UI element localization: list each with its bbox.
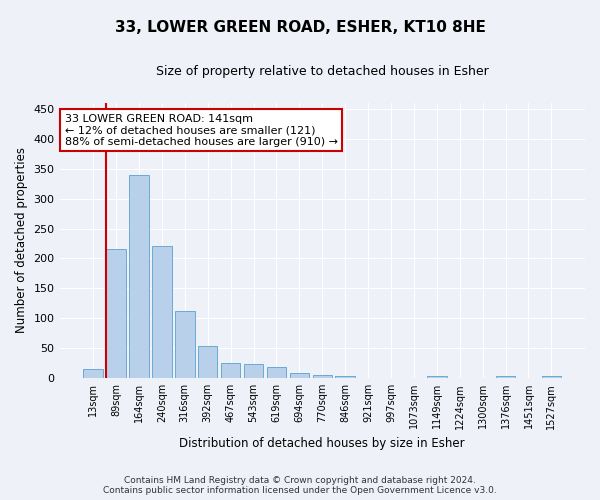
Bar — [427, 376, 446, 378]
Bar — [290, 374, 309, 378]
Bar — [175, 311, 194, 378]
Text: 33, LOWER GREEN ROAD, ESHER, KT10 8HE: 33, LOWER GREEN ROAD, ESHER, KT10 8HE — [115, 20, 485, 35]
Bar — [313, 375, 332, 378]
Text: 33 LOWER GREEN ROAD: 141sqm
← 12% of detached houses are smaller (121)
88% of se: 33 LOWER GREEN ROAD: 141sqm ← 12% of det… — [65, 114, 338, 147]
Y-axis label: Number of detached properties: Number of detached properties — [15, 148, 28, 334]
Bar — [106, 250, 126, 378]
Bar — [129, 174, 149, 378]
Bar — [198, 346, 217, 378]
X-axis label: Distribution of detached houses by size in Esher: Distribution of detached houses by size … — [179, 437, 465, 450]
Bar — [542, 376, 561, 378]
Bar — [152, 246, 172, 378]
Bar — [221, 363, 241, 378]
Bar — [496, 376, 515, 378]
Bar — [267, 367, 286, 378]
Bar — [335, 376, 355, 378]
Bar — [244, 364, 263, 378]
Bar — [83, 369, 103, 378]
Title: Size of property relative to detached houses in Esher: Size of property relative to detached ho… — [156, 65, 488, 78]
Text: Contains HM Land Registry data © Crown copyright and database right 2024.
Contai: Contains HM Land Registry data © Crown c… — [103, 476, 497, 495]
